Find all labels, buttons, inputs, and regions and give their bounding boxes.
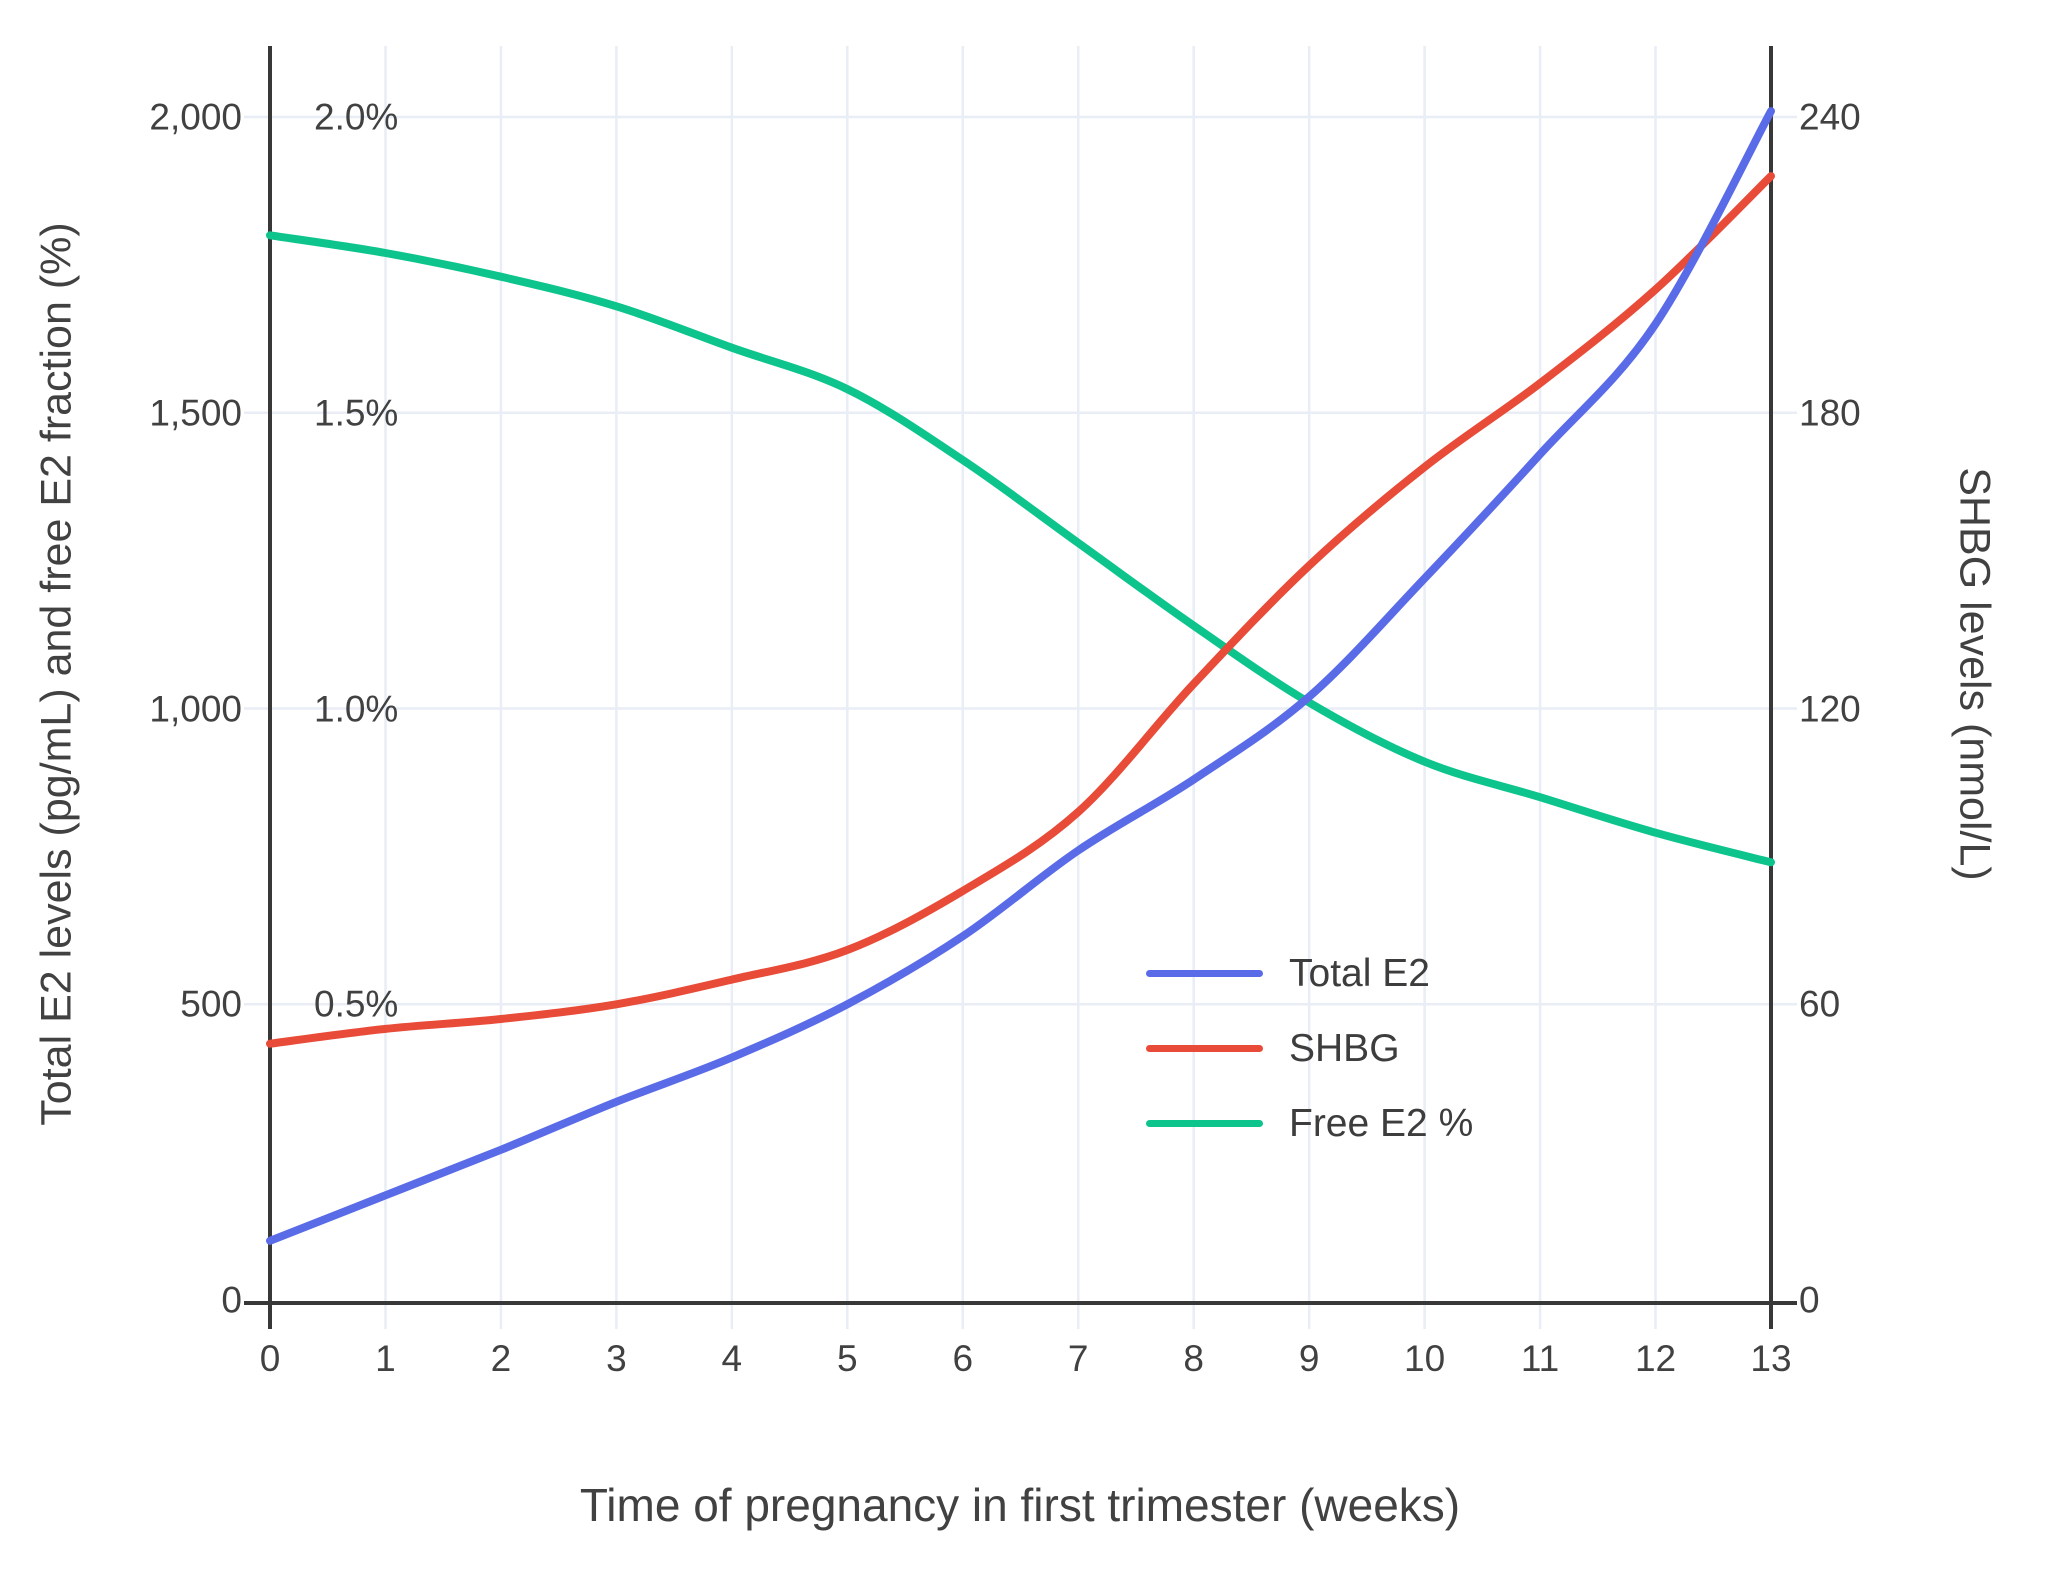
y-axis-tick-label-left: 2,000: [149, 96, 242, 138]
legend-label: SHBG: [1289, 1026, 1400, 1070]
percent-tick-label: 2.0%: [314, 96, 399, 138]
left-axis-title: Total E2 levels (pg/mL) and free E2 frac…: [32, 222, 81, 1126]
y-axis-tick-label-right: 60: [1799, 983, 1841, 1025]
x-axis-tick-label: 4: [721, 1338, 743, 1379]
series-line-free-e2: [266, 231, 1775, 867]
y-axis-tick-label-right: 240: [1799, 96, 1861, 138]
legend: Total E2 SHBG Free E2 %: [1146, 936, 1473, 1161]
legend-label: Total E2: [1289, 951, 1430, 995]
x-axis-tick-label: 3: [606, 1338, 627, 1379]
y-axis-tick-label-left: 0: [221, 1279, 242, 1321]
legend-item-shbg[interactable]: SHBG: [1146, 1011, 1473, 1086]
right-axis-title: SHBG levels (nmol/L): [1950, 467, 1999, 881]
x-axis-tick-label: 10: [1404, 1338, 1446, 1379]
series-line-total-e2: [266, 107, 1775, 1245]
y-axis-tick-label-right: 0: [1799, 1279, 1820, 1321]
x-axis-tick-label: 7: [1067, 1338, 1089, 1379]
legend-swatch: [1146, 1120, 1263, 1127]
x-axis-tick-label: 9: [1298, 1338, 1320, 1379]
legend-label: Free E2 %: [1289, 1101, 1474, 1145]
legend-swatch: [1146, 970, 1263, 977]
x-axis-tick-label: 6: [952, 1338, 974, 1379]
y-axis-tick-label-left: 1,000: [149, 688, 242, 729]
percent-tick-label: 0.5%: [314, 983, 399, 1025]
y-axis-tick-label-right: 180: [1799, 392, 1861, 434]
y-axis-tick-label-left: 500: [180, 983, 242, 1025]
x-axis-tick-label: 8: [1183, 1338, 1204, 1379]
legend-swatch: [1146, 1045, 1263, 1052]
x-axis-tick-label: 12: [1634, 1338, 1677, 1379]
y-axis-tick-label-left: 1,500: [149, 392, 242, 434]
legend-item-free-e2[interactable]: Free E2 %: [1146, 1086, 1473, 1161]
percent-tick-label: 1.0%: [314, 688, 399, 729]
percent-tick-label: 1.5%: [314, 392, 399, 434]
series-line-shbg: [266, 172, 1775, 1048]
x-axis-tick-label: 2: [490, 1338, 512, 1379]
legend-item-total-e2[interactable]: Total E2: [1146, 936, 1473, 1011]
x-axis-tick-label: 1: [375, 1338, 396, 1379]
x-axis-tick-label: 0: [259, 1338, 281, 1379]
x-axis-tick-label: 11: [1520, 1338, 1560, 1379]
x-axis-tick-label: 5: [837, 1338, 858, 1379]
y-axis-tick-label-right: 120: [1799, 688, 1861, 729]
x-axis-title: Time of pregnancy in first trimester (we…: [579, 1479, 1461, 1531]
x-axis-tick-label: 13: [1750, 1338, 1792, 1379]
